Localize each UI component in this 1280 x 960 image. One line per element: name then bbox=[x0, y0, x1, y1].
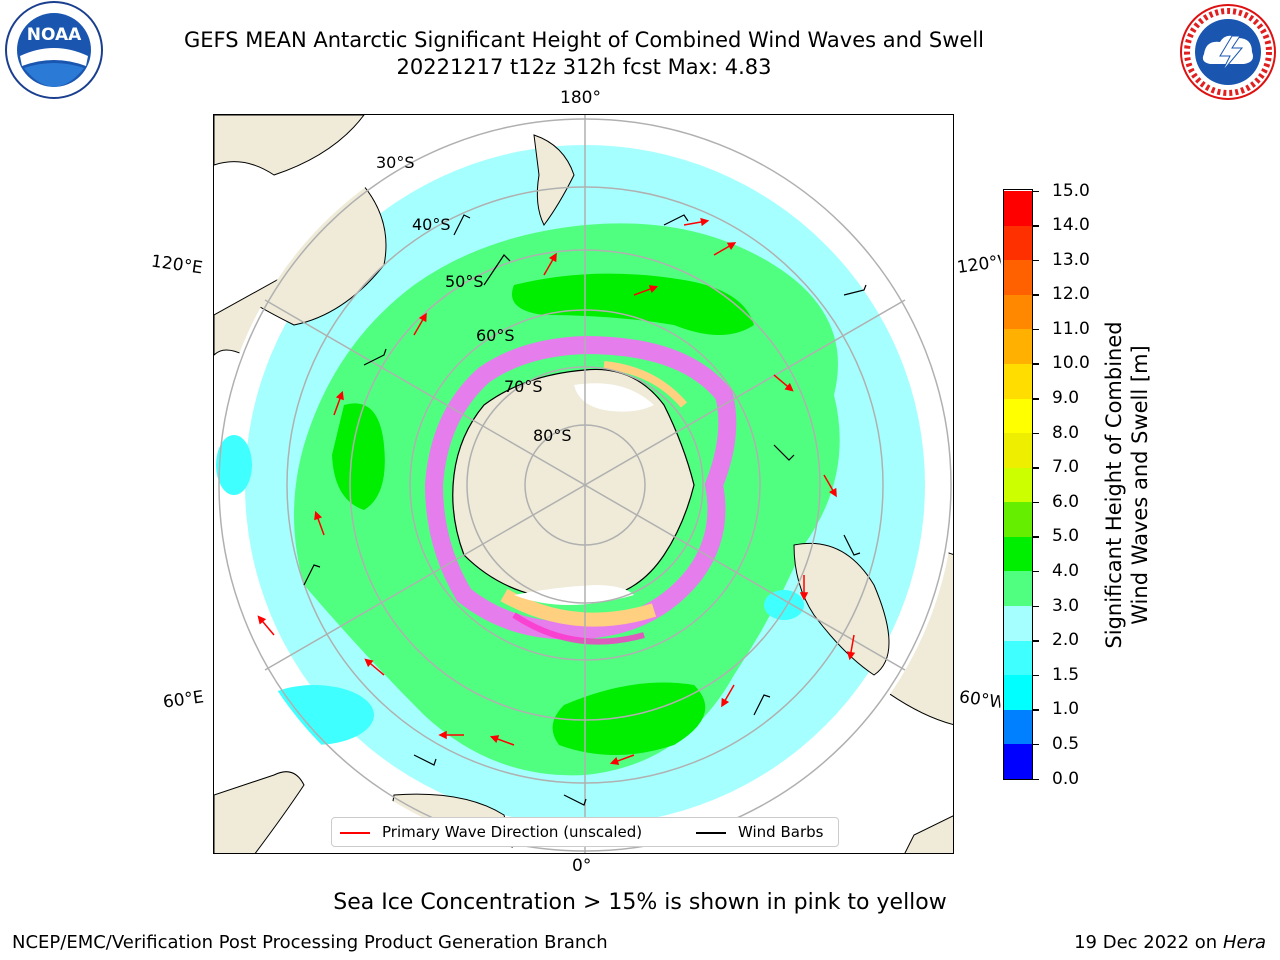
colorbar-tick-label: 7.0 bbox=[1052, 457, 1080, 478]
colorbar-tick-label: 12.0 bbox=[1052, 284, 1090, 305]
colorbar-tick-label: 13.0 bbox=[1052, 249, 1090, 270]
footer-host: Hera bbox=[1222, 932, 1266, 953]
colorbar-bin bbox=[1004, 398, 1032, 434]
colorbar-bin bbox=[1004, 605, 1032, 641]
forecast-subtitle: 20221217 t12z 312h fcst Max: 4.83 bbox=[396, 55, 772, 79]
map-legend: Primary Wave Direction (unscaled) Wind B… bbox=[331, 817, 839, 847]
colorbar-bin bbox=[1004, 536, 1032, 572]
colorbar-tick bbox=[1033, 225, 1039, 227]
colorbar-tick-label: 1.5 bbox=[1052, 664, 1080, 685]
wave-direction-arrows bbox=[257, 217, 856, 765]
colorbar-tick bbox=[1033, 398, 1039, 400]
lon-label-0: 0° bbox=[572, 856, 592, 876]
colorbar-bin bbox=[1004, 743, 1032, 779]
chart-title: GEFS MEAN Antarctic Significant Height o… bbox=[183, 28, 985, 52]
colorbar-bin bbox=[1004, 570, 1032, 607]
colorbar-tick bbox=[1033, 432, 1039, 435]
colorbar-bin bbox=[1004, 328, 1032, 364]
colorbar-bin bbox=[1004, 640, 1032, 676]
lat-label-30s: 30°S bbox=[376, 153, 415, 172]
colorbar-tick bbox=[1033, 709, 1039, 711]
lon-label-120w: 120°W bbox=[955, 252, 1003, 278]
colorbar-tick-label: 10.0 bbox=[1052, 353, 1090, 374]
colorbar-tick bbox=[1033, 190, 1039, 192]
latitude-labels: 30°S 40°S 50°S 60°S 70°S 80°S bbox=[376, 153, 572, 445]
antarctic-wave-map: 30°S 40°S 50°S 60°S 70°S 80°S bbox=[214, 115, 953, 853]
colorbar-tick bbox=[1033, 328, 1039, 331]
lat-label-40s: 40°S bbox=[412, 215, 451, 234]
lon-label-120e: 120°E bbox=[149, 251, 204, 279]
footer-date-text: 19 Dec 2022 on bbox=[1074, 932, 1218, 953]
noaa-logo-text: NOAA bbox=[27, 25, 82, 45]
colorbar-tick-label: 3.0 bbox=[1052, 595, 1080, 616]
lat-label-70s: 70°S bbox=[504, 377, 543, 396]
colorbar-label-line1: Significant Height of Combined bbox=[1102, 321, 1126, 649]
colorbar-bin bbox=[1004, 432, 1032, 468]
colorbar-tick-label: 6.0 bbox=[1052, 491, 1080, 512]
lon-label-60w: 60°W bbox=[957, 687, 1003, 713]
colorbar-bin bbox=[1004, 467, 1032, 503]
legend-wave-swatch bbox=[340, 832, 370, 834]
colorbar-tick-label: 8.0 bbox=[1052, 422, 1080, 443]
colorbar-bin bbox=[1004, 501, 1032, 537]
wave-field-4m bbox=[332, 273, 754, 755]
colorbar-tick bbox=[1033, 605, 1039, 608]
colorbar-tick-label: 0.0 bbox=[1052, 768, 1080, 789]
colorbar-bin bbox=[1004, 225, 1032, 261]
wind-barbs bbox=[303, 214, 867, 806]
lon-label-60e: 60°E bbox=[161, 687, 206, 713]
colorbar-tick bbox=[1033, 363, 1039, 365]
colorbar bbox=[1003, 189, 1033, 780]
nws-logo bbox=[1180, 4, 1276, 100]
footer-date: 19 Dec 2022 on Hera bbox=[1074, 932, 1266, 953]
footer-branch: NCEP/EMC/Verification Post Processing Pr… bbox=[12, 932, 608, 953]
colorbar-bin bbox=[1004, 294, 1032, 330]
colorbar-label-line2: Wind Waves and Swell [m] bbox=[1128, 345, 1152, 625]
lat-label-50s: 50°S bbox=[445, 272, 484, 291]
colorbar-tick bbox=[1033, 640, 1039, 642]
legend-wind-swatch bbox=[696, 832, 726, 834]
colorbar-tick bbox=[1033, 778, 1039, 780]
colorbar-bin bbox=[1004, 709, 1032, 745]
colorbar-tick bbox=[1033, 259, 1039, 262]
noaa-logo: NOAA bbox=[5, 1, 103, 99]
colorbar-bin bbox=[1004, 190, 1032, 226]
colorbar-tick bbox=[1033, 536, 1039, 538]
colorbar-tick bbox=[1033, 570, 1039, 573]
colorbar-tick-label: 5.0 bbox=[1052, 526, 1080, 547]
legend-wind-label: Wind Barbs bbox=[738, 823, 824, 841]
colorbar-tick bbox=[1033, 674, 1039, 677]
lon-label-180: 180° bbox=[560, 88, 601, 108]
colorbar-tick-label: 0.5 bbox=[1052, 733, 1080, 754]
colorbar-tick bbox=[1033, 743, 1039, 746]
colorbar-tick-label: 2.0 bbox=[1052, 630, 1080, 651]
colorbar-tick bbox=[1033, 467, 1039, 469]
colorbar-tick-label: 14.0 bbox=[1052, 215, 1090, 236]
colorbar-tick-label: 15.0 bbox=[1052, 180, 1090, 201]
colorbar-bin bbox=[1004, 259, 1032, 295]
colorbar-tick bbox=[1033, 294, 1039, 296]
colorbar-bin bbox=[1004, 674, 1032, 710]
legend-wave-label: Primary Wave Direction (unscaled) bbox=[382, 823, 643, 841]
colorbar-bin bbox=[1004, 363, 1032, 399]
colorbar-tick-label: 1.0 bbox=[1052, 699, 1080, 720]
map-panel: 30°S 40°S 50°S 60°S 70°S 80°S bbox=[213, 114, 954, 854]
lat-label-60s: 60°S bbox=[476, 326, 515, 345]
colorbar-tick bbox=[1033, 501, 1039, 504]
colorbar-tick-label: 11.0 bbox=[1052, 318, 1090, 339]
lat-label-80s: 80°S bbox=[533, 426, 572, 445]
sea-ice-caption: Sea Ice Concentration > 15% is shown in … bbox=[333, 890, 947, 915]
colorbar-tick-label: 9.0 bbox=[1052, 388, 1080, 409]
colorbar-tick-label: 4.0 bbox=[1052, 560, 1080, 581]
